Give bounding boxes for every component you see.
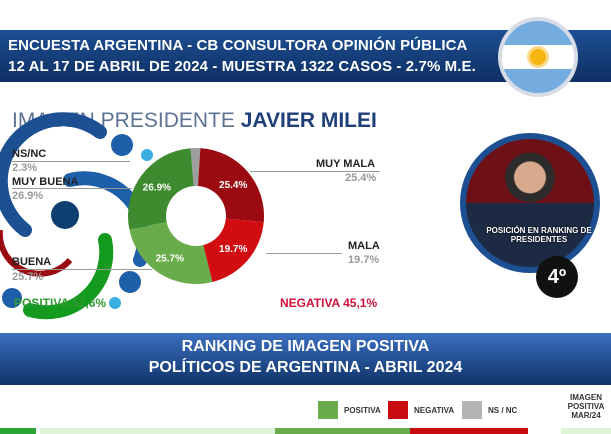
legend-negativa: NEGATIVA [414,406,455,415]
donut-slice-label: 25.7% [156,253,184,264]
donut-slice-muy-buena [128,148,194,230]
row-bar-negative [410,428,528,434]
donut-slice-buena [129,221,213,284]
leader-line [12,188,132,189]
row-bar [0,428,36,434]
header-line-2: 12 AL 17 DE ABRIL DE 2024 - MUESTRA 1322… [8,58,476,75]
value-muy-buena: 26.9% [12,190,44,202]
donut-slice-muy-mala [197,148,264,223]
leader-line [12,161,130,162]
positiva-total: POSITIVA 52,6% [14,296,107,310]
value-muy-mala: 25.4% [345,172,377,184]
title-name: JAVIER MILEI [240,109,377,132]
leader-line [250,171,380,172]
legend-positiva: POSITIVA [344,406,381,415]
argentina-flag-icon [498,17,578,97]
rank-caption: POSICIÓN EN RANKING DE PRESIDENTES [486,226,592,244]
label-nsnc: NS/NC [12,148,47,160]
label-muy-mala: MUY MALA [316,158,376,170]
donut-slice-label: 25.4% [219,180,247,191]
legend-nsnc: NS / NC [488,406,518,415]
donut-slice-label: 26.9% [143,183,171,194]
donut-slice-mala [203,218,264,282]
donut-slice-label: 19.7% [219,244,247,255]
value-buena: 25.7% [12,271,44,283]
mar-column-header: IMAGEN POSITIVA MAR/24 [567,393,605,420]
ranking-banner [0,333,611,385]
header-line-1: ENCUESTA ARGENTINA - CB CONSULTORA OPINI… [8,37,468,54]
rank-badge: 4º [536,256,578,298]
legend-swatch-positiva [318,401,338,419]
value-nsnc: 2.3% [12,162,38,174]
label-muy-buena: MUY BUENA [12,176,79,188]
row-bar-positive [275,428,410,434]
row-mar-cell [561,428,611,434]
negativa-total: NEGATIVA 45,1% [280,296,378,310]
sun-icon [530,49,546,65]
row-bar [40,428,275,434]
banner-line-2: POLÍTICOS DE ARGENTINA - ABRIL 2024 [148,359,463,376]
president-photo [460,133,600,273]
label-mala: MALA [348,240,380,252]
legend-swatch-nsnc [462,401,482,419]
leader-line [12,269,152,270]
donut-slice-ns-nc [190,148,201,187]
leader-line [266,253,342,254]
legend-swatch-negativa [388,401,408,419]
banner-line-1: RANKING DE IMAGEN POSITIVA [181,338,430,355]
label-buena: BUENA [12,256,52,268]
value-mala: 19.7% [348,254,380,266]
